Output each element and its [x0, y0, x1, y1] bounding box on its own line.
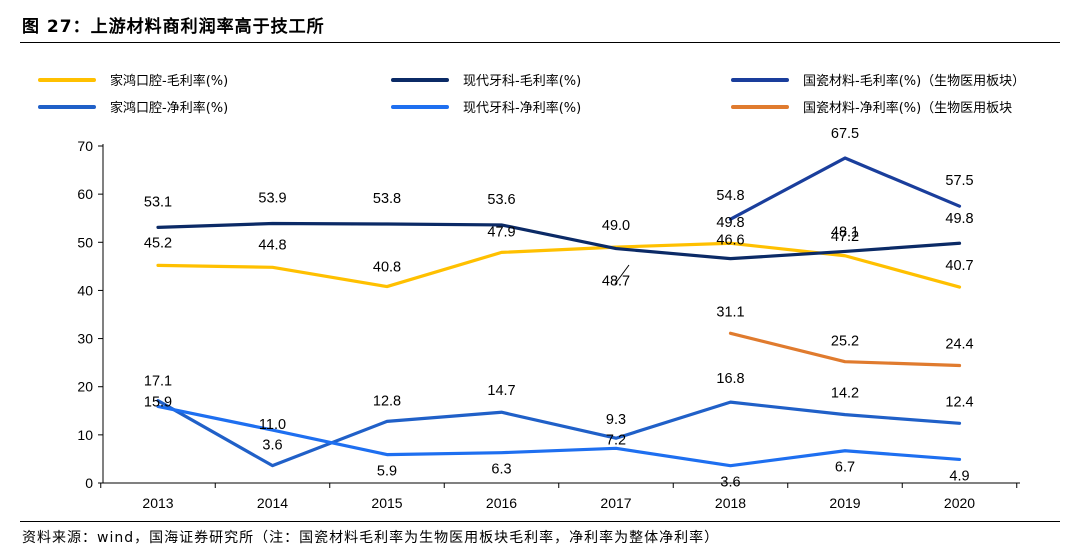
- data-label: 14.7: [487, 383, 515, 399]
- x-tick-label: 2015: [371, 495, 402, 511]
- data-label: 40.7: [945, 258, 973, 274]
- x-tick-label: 2019: [829, 495, 860, 511]
- data-label: 49.8: [716, 215, 744, 231]
- y-tick-label: 0: [85, 475, 93, 491]
- data-label: 47.2: [831, 229, 859, 245]
- x-tick-label: 2014: [257, 495, 288, 511]
- data-label: 17.1: [144, 374, 172, 390]
- data-label: 3.6: [720, 475, 740, 491]
- data-label: 14.2: [831, 386, 859, 402]
- data-label: 9.3: [606, 412, 626, 428]
- data-label: 11.0: [259, 417, 286, 433]
- data-label: 53.9: [258, 191, 286, 207]
- y-tick-label: 10: [77, 427, 93, 443]
- series-line-4: [156, 399, 962, 468]
- label-leader-line: [614, 264, 630, 285]
- data-label: 49.0: [602, 218, 630, 234]
- data-label: 5.9: [377, 464, 397, 480]
- data-label: 45.2: [144, 235, 172, 251]
- data-label: 49.8: [945, 211, 973, 227]
- data-label: 6.3: [491, 462, 511, 478]
- x-tick-label: 2020: [944, 495, 975, 511]
- legend-label: 国瓷材料-净利率(%)（生物医用板块: [803, 100, 1012, 116]
- source-rule: [20, 521, 1060, 522]
- data-label: 15.9: [144, 394, 172, 410]
- y-tick-label: 40: [77, 282, 93, 298]
- data-label: 53.8: [373, 191, 401, 207]
- y-tick-label: 30: [77, 331, 93, 347]
- title-rule: [20, 42, 1060, 43]
- data-label: 44.8: [258, 237, 286, 253]
- x-tick-label: 2013: [142, 495, 173, 511]
- legend-label: 现代牙科-净利率(%): [463, 100, 581, 116]
- y-tick-label: 20: [77, 379, 93, 395]
- data-label: 57.5: [945, 173, 973, 189]
- legend-label: 家鸿口腔-毛利率(%): [110, 73, 228, 89]
- data-label: 12.8: [373, 393, 401, 409]
- data-label: 4.9: [949, 468, 969, 484]
- legend-label: 家鸿口腔-净利率(%): [110, 100, 228, 116]
- y-tick-label: 70: [77, 138, 93, 154]
- data-label: 53.6: [487, 192, 515, 208]
- legend-label: 现代牙科-毛利率(%): [463, 73, 581, 89]
- y-tick-label: 60: [77, 186, 93, 202]
- series-line-2: [156, 221, 962, 261]
- x-tick-label: 2017: [600, 495, 631, 511]
- figure-title: 图 27：上游材料商利润率高于技工所: [22, 17, 325, 37]
- data-label: 48.7: [602, 274, 630, 290]
- data-label: 47.9: [487, 224, 515, 240]
- data-label: 31.1: [716, 304, 744, 320]
- legend-label: 国瓷材料-毛利率(%)（生物医用板块）: [803, 73, 1025, 89]
- data-label: 24.4: [945, 337, 973, 353]
- data-label: 12.4: [945, 394, 973, 410]
- data-label: 25.2: [831, 334, 859, 350]
- data-label: 7.2: [606, 432, 626, 448]
- data-label: 40.8: [373, 260, 401, 276]
- series-line-6: [728, 331, 962, 368]
- data-label: 48.1: [831, 224, 859, 240]
- data-label: 46.6: [716, 233, 744, 249]
- source-note: 资料来源：wind，国海证券研究所（注：国瓷材料毛利率为生物医用板块毛利率，净利…: [22, 530, 720, 546]
- series-line-5: [156, 404, 962, 468]
- data-label: 16.8: [716, 371, 744, 387]
- x-tick-label: 2016: [486, 495, 517, 511]
- series-line-3: [728, 156, 962, 221]
- data-label: 67.5: [831, 126, 859, 142]
- data-label: 6.7: [835, 460, 855, 476]
- data-label: 54.8: [716, 188, 744, 204]
- y-tick-label: 50: [77, 234, 93, 250]
- data-label: 3.6: [262, 438, 282, 454]
- x-tick-label: 2018: [715, 495, 746, 511]
- data-label: 53.1: [144, 194, 172, 210]
